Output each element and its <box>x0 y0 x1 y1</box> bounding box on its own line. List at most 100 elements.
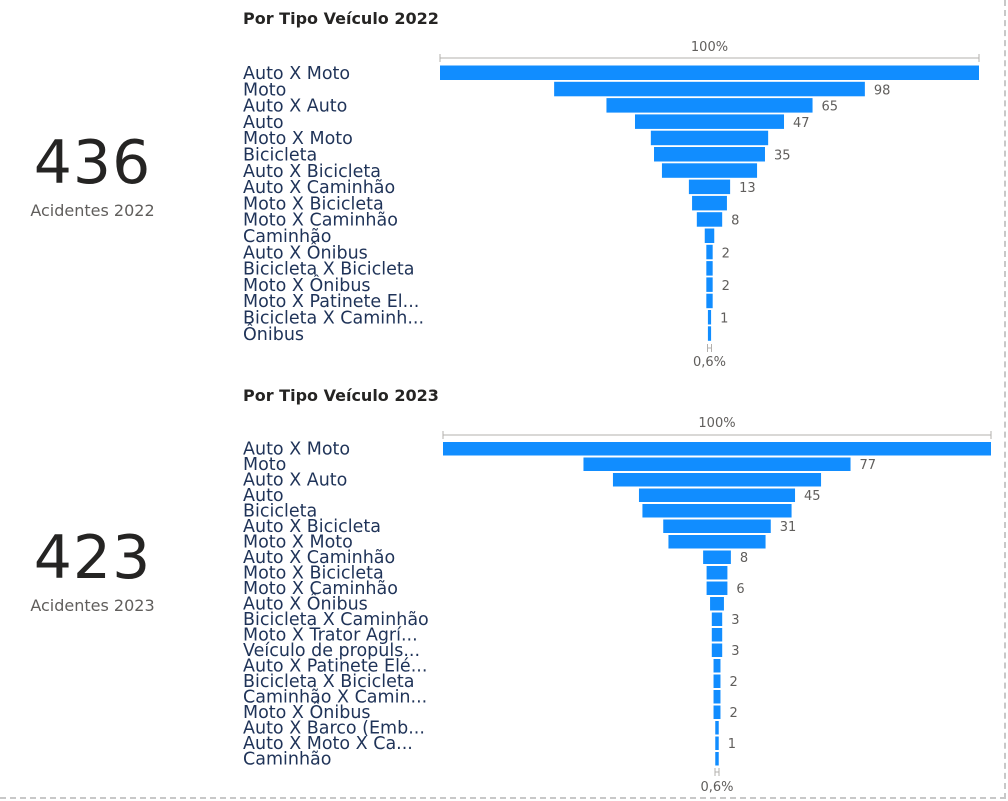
category-label: Auto X Bicicleta <box>243 517 381 537</box>
funnel-bar[interactable] <box>703 550 731 565</box>
data-label: 6 <box>736 582 744 597</box>
funnel-bar[interactable] <box>642 504 792 518</box>
funnel-bar[interactable] <box>715 736 719 751</box>
data-label: 3 <box>731 644 739 659</box>
category-label: Caminhão <box>243 227 331 247</box>
funnel-bar[interactable] <box>704 228 715 244</box>
category-label: Moto X Patinete El... <box>243 292 419 312</box>
funnel-bar[interactable] <box>650 130 769 146</box>
funnel-bar[interactable] <box>715 721 719 735</box>
category-label: Moto <box>243 455 286 475</box>
category-label: Bicicleta X Caminh... <box>243 309 424 329</box>
data-label: 3 <box>731 613 739 628</box>
funnel-bar[interactable] <box>638 488 796 503</box>
category-label: Moto X Bicicleta <box>243 564 384 584</box>
funnel-bar[interactable] <box>711 643 723 658</box>
funnel-bar[interactable] <box>707 326 712 341</box>
category-label: Ônibus <box>243 323 304 345</box>
chart-title: Por Tipo Veículo 2023 <box>243 386 439 405</box>
funnel-bar[interactable] <box>711 628 723 642</box>
chart-title: Por Tipo Veículo 2022 <box>243 9 439 28</box>
category-label: Moto <box>243 80 286 100</box>
category-label: Auto X Ônibus <box>243 593 368 615</box>
category-label: Auto X Moto X Ca... <box>243 734 413 754</box>
data-label: 35 <box>774 149 791 164</box>
kpi-label: Acidentes 2022 <box>30 201 155 220</box>
funnel-bar[interactable] <box>711 612 723 627</box>
data-label: 2 <box>729 675 737 690</box>
category-label: Auto X Auto <box>243 97 347 117</box>
data-label: 65 <box>822 100 839 115</box>
category-label: Auto X Moto <box>243 440 350 460</box>
kpi-value: 436 <box>33 128 152 198</box>
category-label: Auto X Caminhão <box>243 548 395 568</box>
category-label: Auto X Caminhão <box>243 178 395 198</box>
bottom-percent-label: 0,6% <box>693 355 726 370</box>
category-label: Caminhão <box>243 750 331 770</box>
category-label: Moto X Caminhão <box>243 579 398 599</box>
funnel-bar[interactable] <box>692 195 727 211</box>
funnel-bar[interactable] <box>706 244 713 260</box>
data-label: 2 <box>729 706 737 721</box>
funnel-bar[interactable] <box>707 310 712 325</box>
category-label: Auto X Barco (Emb... <box>243 719 425 739</box>
funnel-bar[interactable] <box>696 212 723 227</box>
funnel-bar[interactable] <box>706 581 728 596</box>
category-label: Bicicleta X Bicicleta <box>243 260 415 280</box>
category-label: Moto X Moto <box>243 533 353 553</box>
funnel-bar[interactable] <box>654 147 765 162</box>
category-label: Bicicleta <box>243 502 317 522</box>
kpi-card-2022: 436 Acidentes 2022 <box>0 133 185 220</box>
category-label: Moto X Trator Agrí... <box>243 626 418 646</box>
funnel-bar[interactable] <box>710 597 724 611</box>
data-label: 31 <box>780 520 797 535</box>
category-label: Bicicleta X Caminhão <box>243 610 429 630</box>
data-label: 13 <box>739 181 756 196</box>
category-label: Auto X Bicicleta <box>243 162 381 182</box>
data-label: 77 <box>860 458 877 473</box>
category-label: Bicicleta <box>243 146 317 166</box>
funnel-bar[interactable] <box>713 690 721 704</box>
kpi-value: 423 <box>33 523 152 593</box>
funnel-bar[interactable] <box>706 293 713 309</box>
data-label: 1 <box>728 737 736 752</box>
top-percent-label: 100% <box>691 40 728 55</box>
category-label: Bicicleta X Bicicleta <box>243 672 415 692</box>
funnel-bar[interactable] <box>706 261 713 276</box>
data-label: 8 <box>731 214 739 229</box>
data-label: 47 <box>793 116 810 131</box>
funnel-bar[interactable] <box>715 752 719 766</box>
category-label: Auto X Patinete Elé... <box>243 657 427 677</box>
funnel-bar[interactable] <box>668 535 766 549</box>
funnel-bar[interactable] <box>634 114 785 129</box>
funnel-bar[interactable] <box>706 277 713 292</box>
funnel-bar[interactable] <box>661 163 758 178</box>
category-label: Moto X Ônibus <box>243 274 371 296</box>
funnel-bar[interactable] <box>713 659 721 673</box>
funnel-bar[interactable] <box>706 566 728 580</box>
data-label: 8 <box>740 551 748 566</box>
funnel-bar[interactable] <box>606 98 813 113</box>
category-label: Moto X Ônibus <box>243 701 371 723</box>
category-label: Caminhão X Camin... <box>243 688 427 708</box>
category-label: Moto X Caminhão <box>243 211 398 231</box>
funnel-bar[interactable] <box>663 519 771 534</box>
category-label: Auto X Auto <box>243 471 347 491</box>
data-label: 2 <box>722 246 730 261</box>
funnel-bar[interactable] <box>583 457 851 472</box>
data-label: 2 <box>722 279 730 294</box>
category-label: Moto X Bicicleta <box>243 194 384 214</box>
funnel-bar[interactable] <box>443 442 991 456</box>
funnel-bar[interactable] <box>440 65 979 81</box>
funnel-bar[interactable] <box>612 473 822 487</box>
funnel-bar[interactable] <box>713 705 721 720</box>
category-label: Auto X Ônibus <box>243 241 368 263</box>
funnel-bar[interactable] <box>713 674 721 689</box>
funnel-bar[interactable] <box>688 179 731 195</box>
data-label: 45 <box>804 489 821 504</box>
data-label: 98 <box>874 83 891 98</box>
funnel-bar[interactable] <box>554 81 865 97</box>
